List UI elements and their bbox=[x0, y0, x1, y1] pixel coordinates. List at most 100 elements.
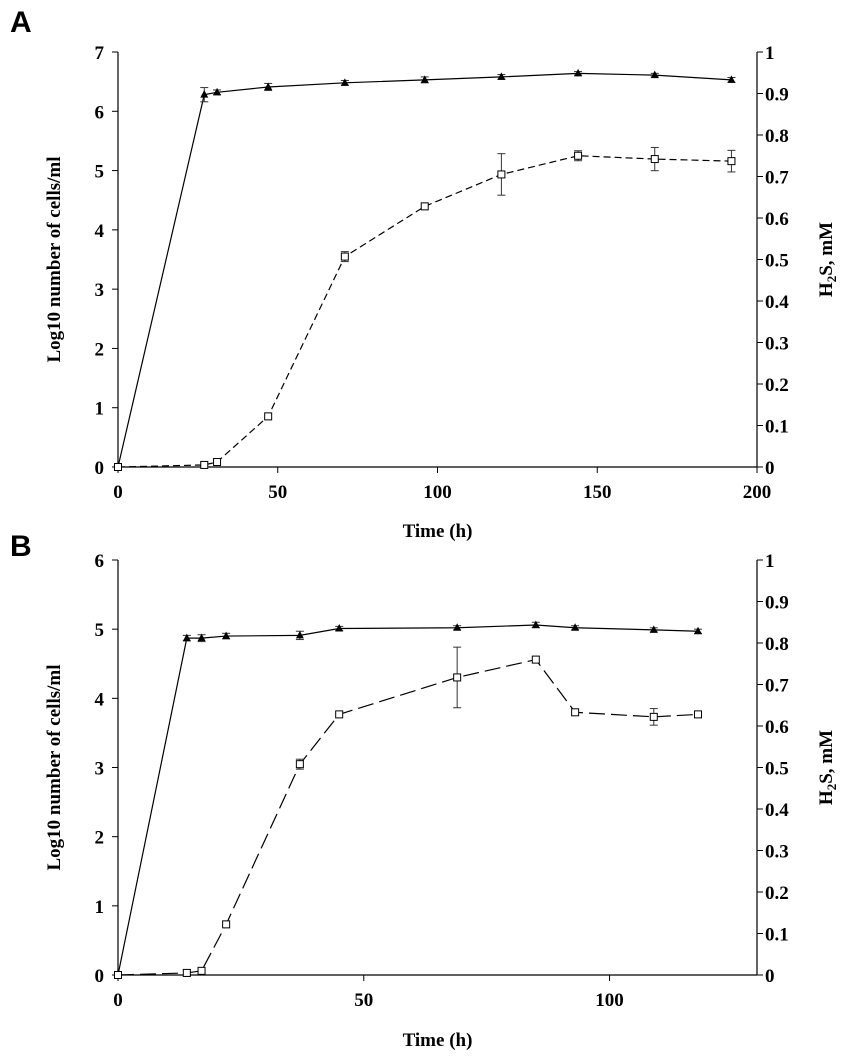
x-tick-label: 0 bbox=[113, 482, 123, 503]
right-tick-label: 1 bbox=[765, 43, 775, 64]
data-point-cells bbox=[649, 625, 658, 633]
data-point-cells bbox=[694, 626, 703, 635]
right-tick-label: 0 bbox=[765, 458, 775, 479]
data-point-cells bbox=[335, 623, 344, 632]
series-line-cells bbox=[117, 72, 732, 468]
data-point-h2s bbox=[531, 655, 540, 664]
left-tick-label: 6 bbox=[95, 102, 105, 123]
data-point-cells bbox=[727, 75, 736, 83]
right-tick-label: 0.3 bbox=[765, 334, 789, 355]
left-tick-label: 3 bbox=[95, 759, 105, 780]
data-point-h2s bbox=[114, 971, 122, 979]
left-tick-label: 3 bbox=[95, 280, 105, 301]
data-point-cells bbox=[453, 623, 462, 631]
data-point-cells bbox=[497, 72, 506, 80]
right-tick-label: 1 bbox=[765, 551, 775, 572]
data-point-cells bbox=[574, 68, 583, 77]
data-point-cells bbox=[222, 631, 231, 640]
left-tick-label: 2 bbox=[95, 339, 105, 360]
data-point-cells bbox=[197, 633, 206, 642]
series-line-h2s bbox=[117, 155, 732, 468]
left-tick-label: 4 bbox=[95, 221, 105, 242]
left-tick-label: 1 bbox=[95, 399, 105, 420]
right-tick-label: 0.5 bbox=[765, 251, 789, 272]
right-tick-label: 0.3 bbox=[765, 842, 789, 863]
x-tick-label: 50 bbox=[354, 990, 373, 1011]
data-point-h2s bbox=[114, 463, 122, 471]
data-point-cells bbox=[420, 75, 429, 83]
right-tick-label: 0.9 bbox=[765, 593, 789, 614]
data-point-h2s bbox=[213, 458, 222, 467]
panel-letter: B bbox=[10, 530, 32, 563]
right-y-axis-label: H2S, mM bbox=[816, 730, 839, 805]
left-tick-label: 0 bbox=[95, 458, 105, 479]
data-point-h2s bbox=[182, 968, 191, 977]
data-point-h2s bbox=[453, 673, 462, 682]
data-point-cells bbox=[182, 633, 191, 642]
x-tick-label: 100 bbox=[423, 482, 452, 503]
right-tick-label: 0.6 bbox=[765, 209, 789, 230]
data-point-cells bbox=[531, 620, 540, 629]
data-point-h2s bbox=[200, 460, 209, 469]
data-point-h2s bbox=[649, 712, 658, 721]
data-point-h2s bbox=[222, 920, 231, 929]
right-tick-label: 0.8 bbox=[765, 126, 789, 147]
right-y-axis-label: H2S, mM bbox=[816, 222, 839, 297]
right-tick-label: 0.5 bbox=[765, 759, 789, 780]
data-point-h2s bbox=[420, 202, 429, 211]
right-tick-label: 0.8 bbox=[765, 634, 789, 655]
data-point-h2s bbox=[694, 710, 703, 719]
left-y-axis-label: Log10 number of cells/ml bbox=[44, 664, 65, 870]
left-tick-label: 5 bbox=[95, 162, 105, 183]
data-point-h2s bbox=[571, 708, 580, 717]
x-tick-label: 200 bbox=[743, 482, 772, 503]
right-tick-label: 0.2 bbox=[765, 375, 789, 396]
data-point-h2s bbox=[497, 170, 506, 179]
right-tick-label: 0.1 bbox=[765, 417, 789, 438]
left-tick-label: 6 bbox=[95, 551, 105, 572]
panel-b: B 0 1 2 3 4 5 6 0 0.1 0.2 0.3 0.4 0.5 0.6 0.7 0.8 0.9 1 0 50… bbox=[10, 530, 839, 1051]
data-point-cells bbox=[264, 82, 273, 90]
right-tick-label: 0 bbox=[765, 966, 775, 987]
data-point-h2s bbox=[650, 155, 659, 164]
x-tick-label: 50 bbox=[268, 482, 287, 503]
right-tick-label: 0.1 bbox=[765, 925, 789, 946]
data-point-h2s bbox=[727, 157, 736, 166]
left-tick-label: 4 bbox=[95, 689, 105, 710]
data-point-cells bbox=[200, 90, 209, 98]
right-tick-label: 0.7 bbox=[765, 168, 789, 189]
data-point-h2s bbox=[574, 151, 583, 160]
panel-letter: A bbox=[10, 6, 32, 39]
left-y-axis-label: Log10 number of cells/ml bbox=[44, 156, 65, 362]
left-tick-label: 2 bbox=[95, 828, 105, 849]
data-point-h2s bbox=[264, 412, 273, 421]
right-tick-label: 0.9 bbox=[765, 85, 789, 106]
data-point-cells bbox=[213, 87, 222, 96]
data-point-h2s bbox=[295, 760, 304, 769]
left-tick-label: 1 bbox=[95, 897, 105, 918]
right-tick-label: 0.6 bbox=[765, 717, 789, 738]
data-point-cells bbox=[340, 78, 349, 86]
data-point-cells bbox=[571, 623, 580, 631]
data-point-cells bbox=[295, 630, 304, 639]
left-tick-label: 7 bbox=[95, 43, 105, 64]
x-axis-label: Time (h) bbox=[403, 521, 473, 542]
x-axis-label: Time (h) bbox=[403, 1030, 473, 1051]
data-point-h2s bbox=[335, 710, 344, 719]
data-point-h2s bbox=[197, 966, 206, 975]
right-tick-label: 0.4 bbox=[765, 800, 789, 821]
right-tick-label: 0.4 bbox=[765, 292, 789, 313]
data-point-h2s bbox=[340, 252, 349, 261]
series-line-h2s bbox=[117, 658, 699, 976]
right-tick-label: 0.7 bbox=[765, 676, 789, 697]
left-tick-label: 0 bbox=[95, 966, 105, 987]
data-point-cells bbox=[650, 70, 659, 79]
x-tick-label: 0 bbox=[113, 990, 123, 1011]
series-line-cells bbox=[117, 624, 699, 976]
panel-a: A 0 1 2 3 4 5 6 7 0 0.1 0.2 0.3 0.4 0.5 0.6 0.7 0.8 0.9 1 0 5… bbox=[10, 6, 839, 542]
x-tick-label: 100 bbox=[595, 990, 624, 1011]
left-tick-label: 5 bbox=[95, 620, 105, 641]
right-tick-label: 0.2 bbox=[765, 883, 789, 904]
x-tick-label: 150 bbox=[583, 482, 612, 503]
